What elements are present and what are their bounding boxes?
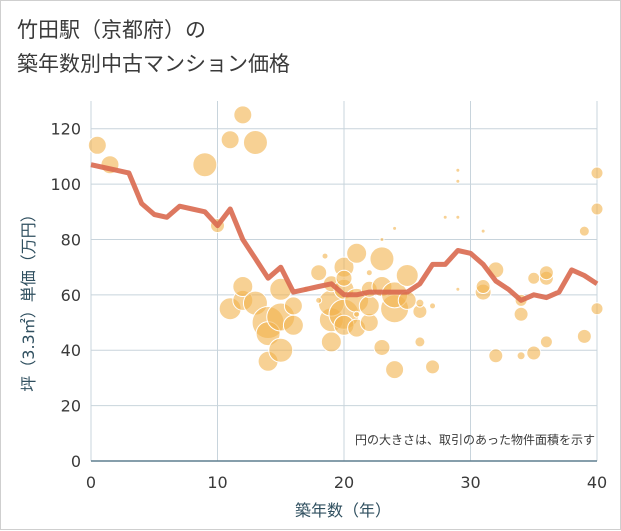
- y-tick-label-1: 20: [61, 397, 81, 416]
- bubble-76: [392, 225, 398, 231]
- bubble-67: [578, 225, 590, 237]
- bubble-30: [346, 242, 368, 264]
- bubble-65: [538, 265, 554, 281]
- x-tick-label-1: 10: [207, 473, 227, 492]
- bubble-69: [590, 166, 604, 180]
- bubble-41: [385, 360, 405, 380]
- bubble-71: [590, 302, 604, 316]
- y-tick-label-2: 40: [61, 341, 81, 360]
- bubble-68: [576, 328, 592, 344]
- y-tick-label-3: 60: [61, 286, 81, 305]
- chart-title-line1: 竹田駅（京都府）の: [17, 18, 206, 42]
- bubble-66: [539, 335, 553, 349]
- bubble-34: [358, 295, 380, 317]
- bubble-layer: [87, 105, 604, 380]
- x-tick-label-2: 20: [334, 473, 354, 492]
- bubble-37: [369, 246, 395, 272]
- size-note: 円の大きさは、取引のあった物件面積を示す: [355, 432, 595, 447]
- trend-line: [90, 162, 599, 303]
- bubble-73: [315, 296, 323, 304]
- tick-labels: 0 20 40 60 80 100 120 0 10 20 30 40: [50, 120, 607, 492]
- bubble-6: [242, 130, 268, 156]
- bubble-19: [310, 264, 328, 282]
- bubble-46: [415, 298, 425, 308]
- bubble-14: [268, 337, 294, 363]
- bubble-42: [395, 263, 419, 287]
- x-axis-label: 築年数（年）: [295, 501, 391, 520]
- bubble-50: [455, 214, 461, 220]
- y-tick-label-0: 0: [71, 452, 81, 471]
- y-tick-label-5: 100: [50, 175, 81, 194]
- chart-title-line2: 築年数別中古マンション価格: [17, 52, 290, 76]
- bubble-21: [320, 331, 342, 353]
- x-tick-label-0: 0: [86, 473, 96, 492]
- bubble-62: [526, 345, 542, 361]
- bubble-52: [455, 167, 461, 173]
- bubble-4: [220, 130, 240, 150]
- bubble-2: [192, 152, 218, 178]
- bubble-77: [379, 236, 385, 242]
- bubble-63: [527, 271, 541, 285]
- bubble-58: [488, 348, 504, 364]
- x-tick-label-4: 40: [587, 473, 607, 492]
- bubble-75: [365, 269, 373, 277]
- bubble-61: [516, 351, 526, 361]
- bubble-48: [429, 302, 437, 310]
- y-axis-label: 坪（3.3㎡）単価（万円）: [19, 206, 38, 391]
- y-tick-label-4: 80: [61, 230, 81, 249]
- bubble-17: [282, 314, 304, 336]
- bubble-29: [335, 269, 353, 287]
- bubble-49: [442, 214, 448, 220]
- bubble-56: [475, 279, 491, 295]
- bubble-53: [455, 286, 461, 292]
- chart-title: 竹田駅（京都府）の 築年数別中古マンション価格: [17, 13, 290, 81]
- bubble-54: [480, 228, 486, 234]
- bubble-45: [414, 336, 426, 348]
- bubble-5: [233, 105, 253, 125]
- bubble-70: [590, 202, 604, 216]
- bubble-0: [87, 135, 107, 155]
- y-tick-label-6: 120: [50, 120, 81, 139]
- bubble-51: [455, 178, 461, 184]
- bubble-47: [425, 359, 441, 375]
- x-tick-label-3: 30: [460, 473, 480, 492]
- bubble-74: [353, 310, 361, 318]
- bubble-9: [232, 276, 254, 298]
- bubble-59: [513, 306, 529, 322]
- bubble-18: [283, 296, 303, 316]
- bubble-36: [373, 338, 391, 356]
- bubble-20: [321, 252, 329, 260]
